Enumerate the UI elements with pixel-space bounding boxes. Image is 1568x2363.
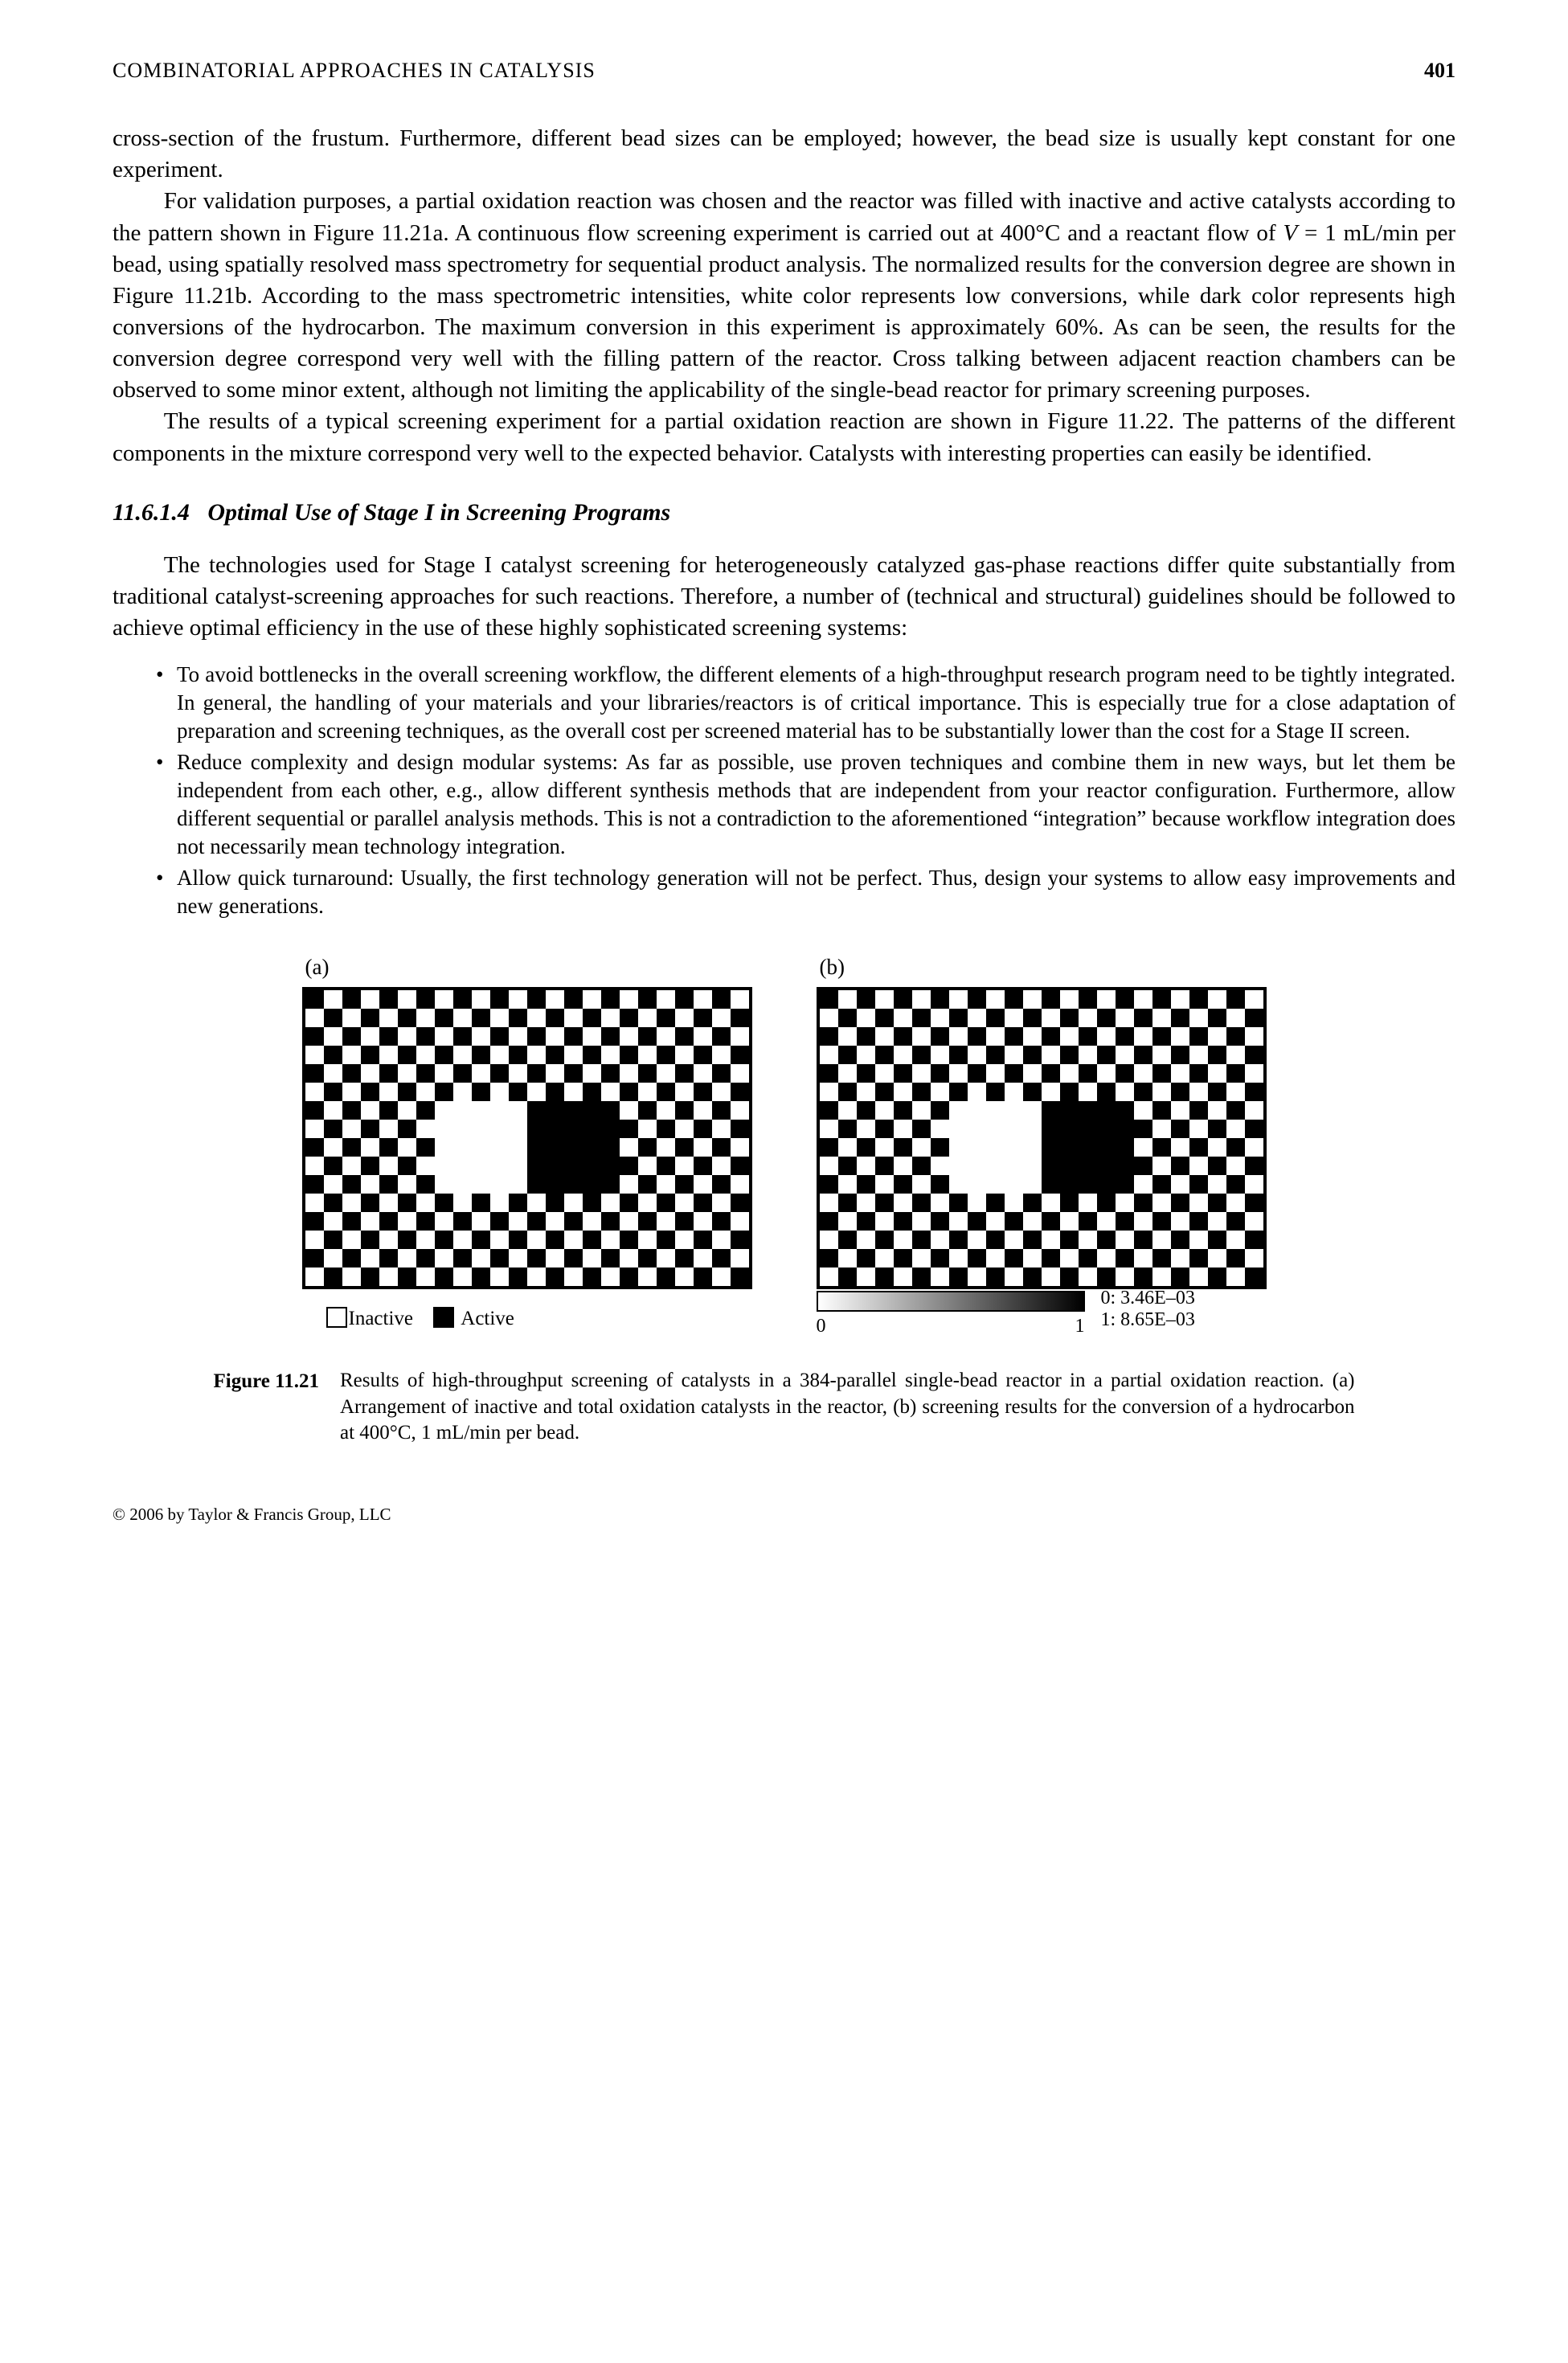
page-header: COMBINATORIAL APPROACHES IN CATALYSIS 40… (113, 56, 1455, 84)
panel-b-scale: 0 1 0: 3.46E–03 1: 8.65E–03 (817, 1291, 1267, 1339)
page-number: 401 (1424, 56, 1455, 84)
bullet-3: Allow quick turnaround: Usually, the fir… (156, 864, 1455, 920)
scale-line-1: 0: 3.46E–03 (1101, 1288, 1195, 1310)
legend-text-active: Active (461, 1308, 514, 1329)
scale-line-2: 1: 8.65E–03 (1101, 1309, 1195, 1332)
axis-1: 1 (1075, 1313, 1085, 1339)
section-heading: 11.6.1.4 Optimal Use of Stage I in Scree… (113, 497, 1455, 530)
copyright-footer: © 2006 by Taylor & Francis Group, LLC (113, 1503, 1455, 1526)
grid-b (817, 987, 1267, 1289)
p2-part-c: = 1 mL/min per bead, using spatially res… (113, 220, 1455, 403)
section-number: 11.6.1.4 (113, 499, 190, 526)
legend-box-active (433, 1307, 454, 1328)
p2-part-a: For validation purposes, a partial oxida… (113, 188, 1455, 245)
panel-b: (b) 0 1 0: 3.46E–03 1: 8.65E–03 (817, 952, 1267, 1339)
bullet-list: To avoid bottlenecks in the overall scre… (113, 661, 1455, 921)
legend-box-inactive (326, 1307, 347, 1328)
caption-label: Figure 11.21 (214, 1368, 319, 1447)
panel-b-label: (b) (817, 952, 1267, 981)
panel-a-label: (a) (302, 952, 752, 981)
figure-11-21: (a) Inactive Active (b) 0 1 (214, 952, 1355, 1446)
bullet-1: To avoid bottlenecks in the overall scre… (156, 661, 1455, 745)
p2-var: V (1283, 220, 1297, 246)
grid-a (302, 987, 752, 1289)
running-head: COMBINATORIAL APPROACHES IN CATALYSIS (113, 56, 596, 84)
section-title: Optimal Use of Stage I in Screening Prog… (207, 499, 670, 526)
paragraph-1: cross-section of the frustum. Furthermor… (113, 123, 1455, 186)
caption-text: Results of high-throughput screening of … (340, 1368, 1355, 1447)
legend-text-inactive: Inactive (349, 1308, 414, 1329)
paragraph-3: The results of a typical screening exper… (113, 406, 1455, 469)
gradient-bar (817, 1291, 1085, 1312)
legend-a: Inactive Active (326, 1305, 752, 1333)
panel-a: (a) Inactive Active (302, 952, 752, 1339)
paragraph-4: The technologies used for Stage I cataly… (113, 550, 1455, 644)
bullet-2: Reduce complexity and design modular sys… (156, 748, 1455, 861)
paragraph-2: For validation purposes, a partial oxida… (113, 186, 1455, 406)
axis-0: 0 (817, 1313, 826, 1339)
figure-caption: Figure 11.21 Results of high-throughput … (214, 1368, 1355, 1447)
